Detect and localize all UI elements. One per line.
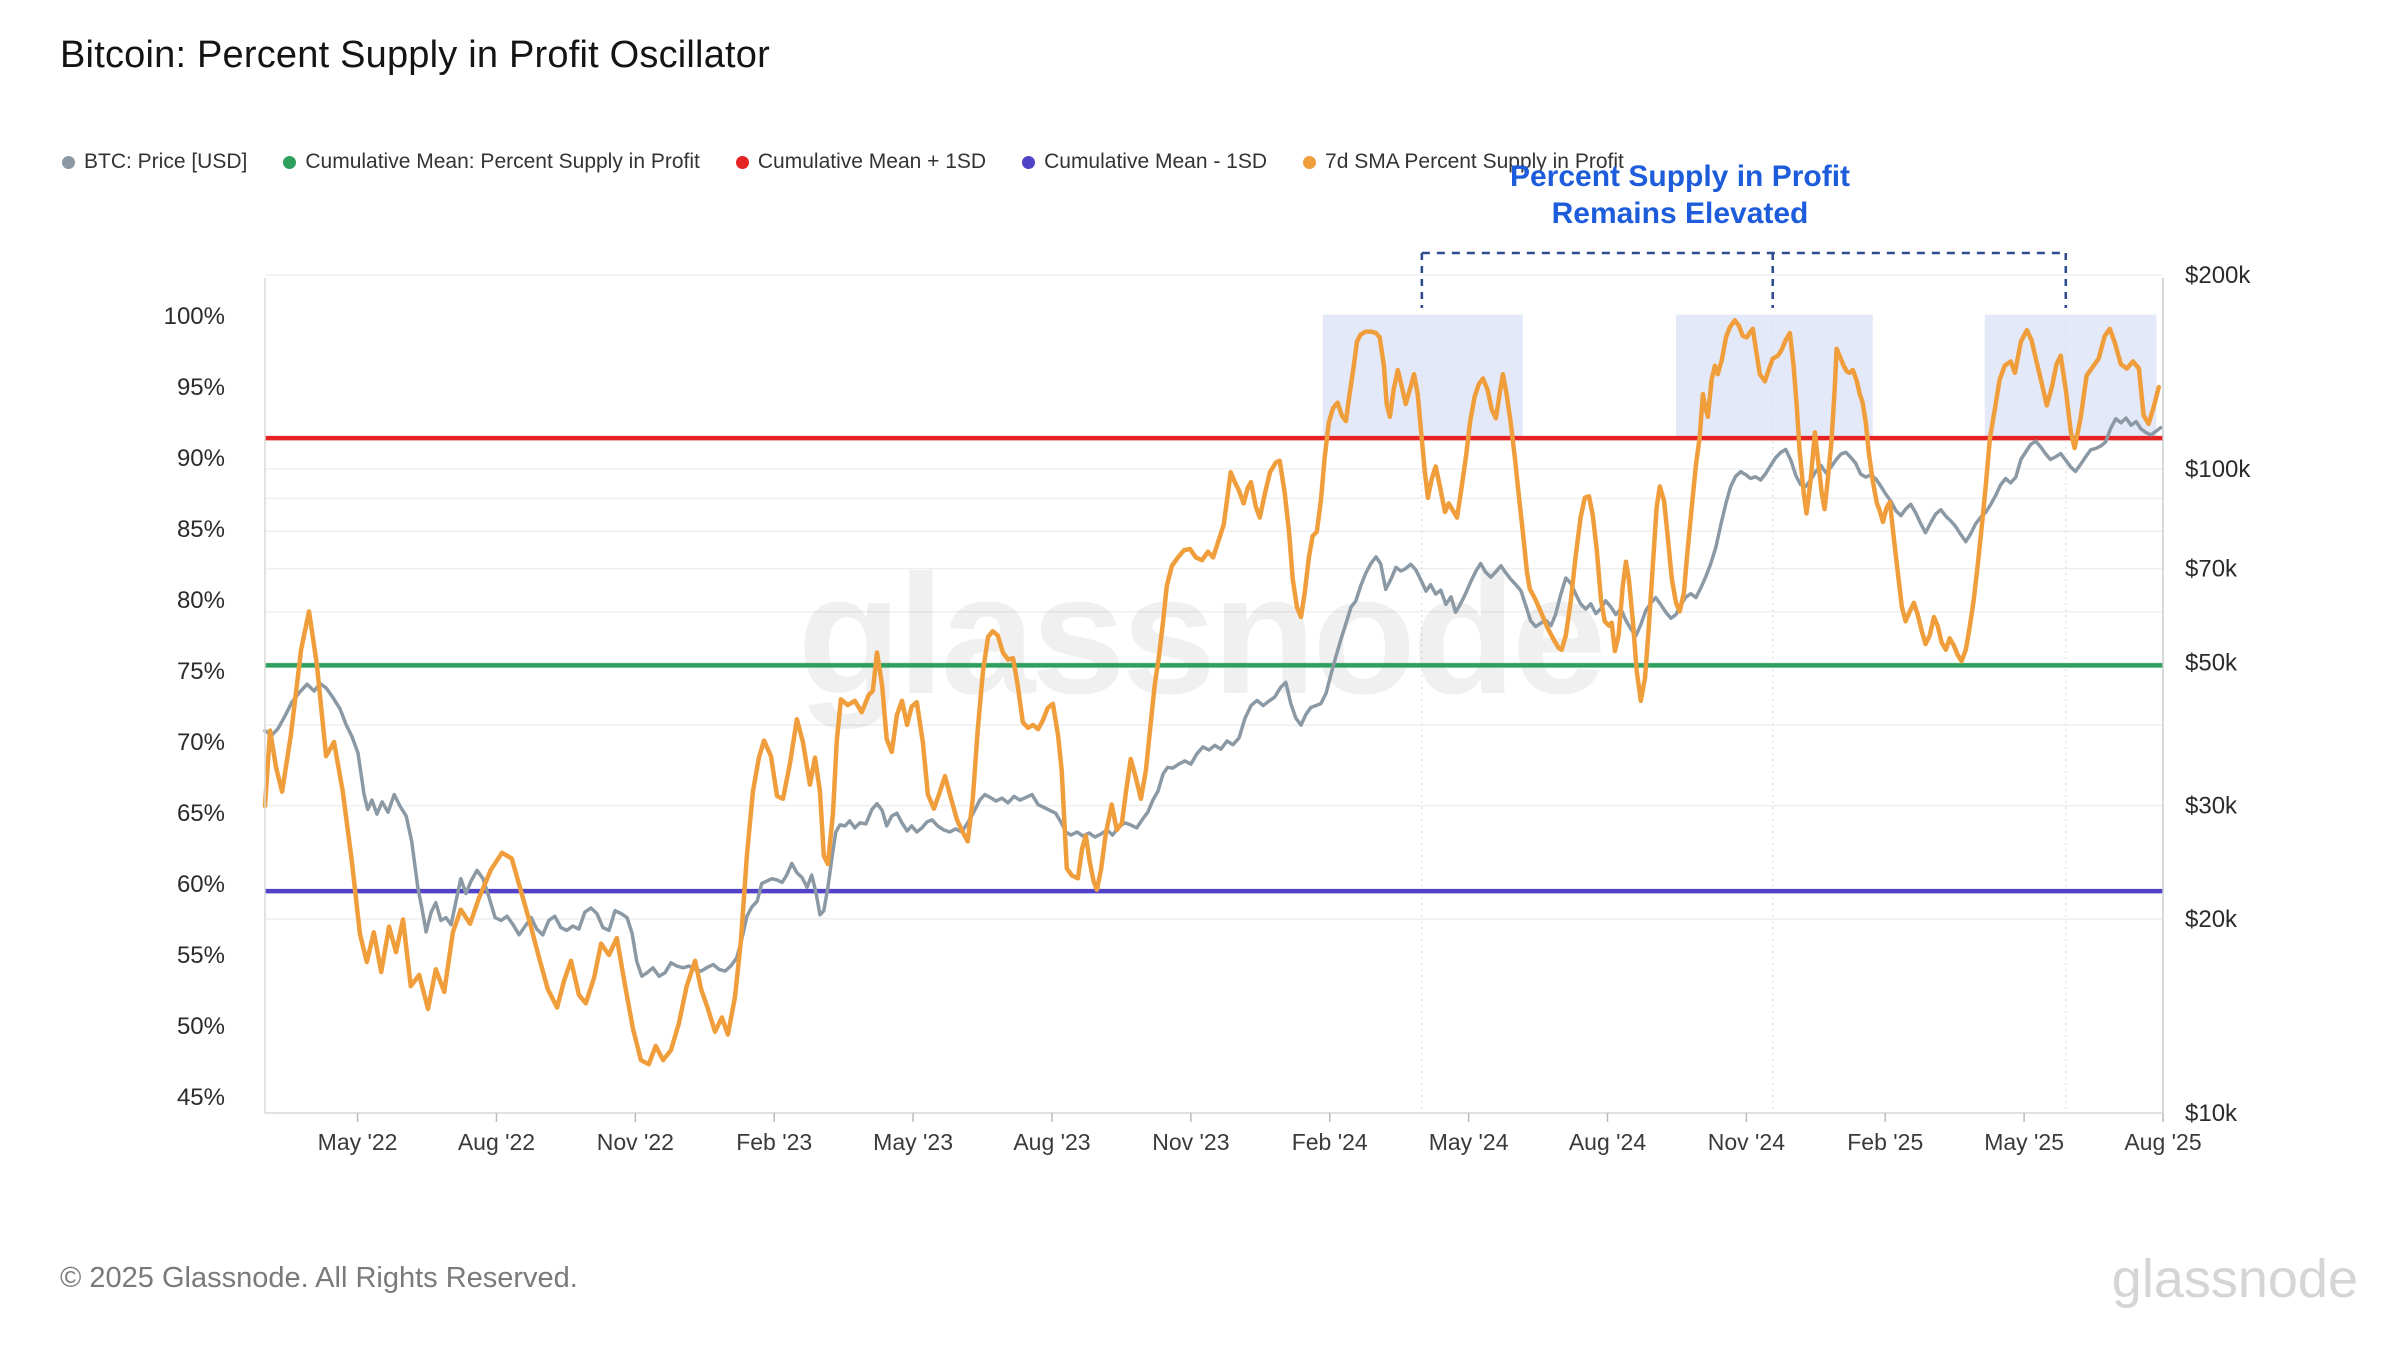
legend-item-1[interactable]: BTC: Price [USD] xyxy=(62,150,247,174)
legend-label: Cumulative Mean: Percent Supply in Profi… xyxy=(305,150,700,173)
y-left-tick-65: 65% xyxy=(177,800,225,827)
y-right-tick-100k: $100k xyxy=(2185,456,2251,483)
x-tick-label: Aug '24 xyxy=(1569,1129,1646,1155)
legend-label: BTC: Price [USD] xyxy=(84,150,248,173)
x-tick-label: May '24 xyxy=(1429,1129,1509,1155)
legend-label: Cumulative Mean + 1SD xyxy=(757,150,987,173)
legend-dot-icon xyxy=(735,155,749,169)
y-left-tick-80: 80% xyxy=(177,587,225,614)
7d-sma-percent-supply-in-profit-series[interactable] xyxy=(262,318,2162,1067)
x-tick-label: May '22 xyxy=(318,1129,398,1155)
glassnode-logo: glassnode xyxy=(2111,1249,2358,1309)
y-left-tick-55: 55% xyxy=(177,942,225,969)
elevated-annotation-line2: Remains Elevated xyxy=(1551,197,1809,230)
y-right-tick-10k: $10k xyxy=(2185,1100,2238,1127)
legend-item-4[interactable]: Cumulative Mean - 1SD xyxy=(1022,150,1267,174)
x-tick-label: May '25 xyxy=(1984,1129,2064,1155)
y-left-tick-90: 90% xyxy=(177,445,225,472)
y-left-tick-60: 60% xyxy=(177,871,225,898)
elevated-band-1 xyxy=(1322,314,1523,439)
x-tick-label: Nov '24 xyxy=(1708,1129,1785,1155)
y-left-tick-50: 50% xyxy=(177,1013,225,1040)
legend-dot-icon xyxy=(62,155,75,169)
y-right-tick-70k: $70k xyxy=(2185,556,2238,583)
x-tick-label: Aug '22 xyxy=(458,1129,535,1155)
btc-price-usd-series[interactable] xyxy=(263,416,2163,978)
y-left-tick-45: 45% xyxy=(177,1084,225,1111)
y-left-tick-70: 70% xyxy=(177,729,225,756)
page-title: Bitcoin: Percent Supply in Profit Oscill… xyxy=(60,34,770,76)
x-tick-label: Aug '23 xyxy=(1013,1129,1090,1155)
elevated-annotation-line1: Percent Supply in Profit xyxy=(1509,160,1851,193)
y-right-tick-50k: $50k xyxy=(2185,650,2238,677)
legend-dot-icon xyxy=(1022,155,1036,169)
x-tick-label: Nov '23 xyxy=(1152,1129,1229,1155)
legend-item-3[interactable]: Cumulative Mean + 1SD xyxy=(735,150,987,174)
legend-dot-icon xyxy=(283,155,297,169)
x-tick-label: Feb '24 xyxy=(1292,1129,1368,1155)
y-left-tick-100: 100% xyxy=(164,303,225,330)
y-right-tick-20k: $20k xyxy=(2185,906,2238,933)
x-tick-label: Feb '25 xyxy=(1847,1129,1923,1155)
legend-dot-icon xyxy=(1303,155,1317,169)
x-tick-label: Aug '25 xyxy=(2124,1129,2201,1155)
chart-legend: BTC: Price [USD] Cumulative Mean: Percent… xyxy=(62,150,1624,174)
legend-label: Cumulative Mean - 1SD xyxy=(1044,150,1268,173)
x-tick-label: Feb '23 xyxy=(736,1129,812,1155)
watermark: glassnode xyxy=(798,540,1603,730)
x-tick-label: May '23 xyxy=(873,1129,953,1155)
elevated-band-2 xyxy=(1676,314,1873,439)
x-tick-label: Nov '22 xyxy=(597,1129,674,1155)
legend-item-2[interactable]: Cumulative Mean: Percent Supply in Profi… xyxy=(283,150,700,174)
y-right-tick-200k: $200k xyxy=(2185,262,2251,289)
legend-label: 7d SMA Percent Supply in Profit xyxy=(1325,150,1624,173)
elevated-annotation: Percent Supply in Profit Remains Elevate… xyxy=(1440,158,1920,232)
y-right-tick-30k: $30k xyxy=(2185,793,2238,820)
legend-item-5[interactable]: 7d SMA Percent Supply in Profit xyxy=(1303,150,1624,174)
copyright-text: © 2025 Glassnode. All Rights Reserved. xyxy=(60,1262,578,1294)
y-left-tick-75: 75% xyxy=(177,658,225,685)
y-left-tick-85: 85% xyxy=(177,516,225,543)
y-left-tick-95: 95% xyxy=(177,374,225,401)
